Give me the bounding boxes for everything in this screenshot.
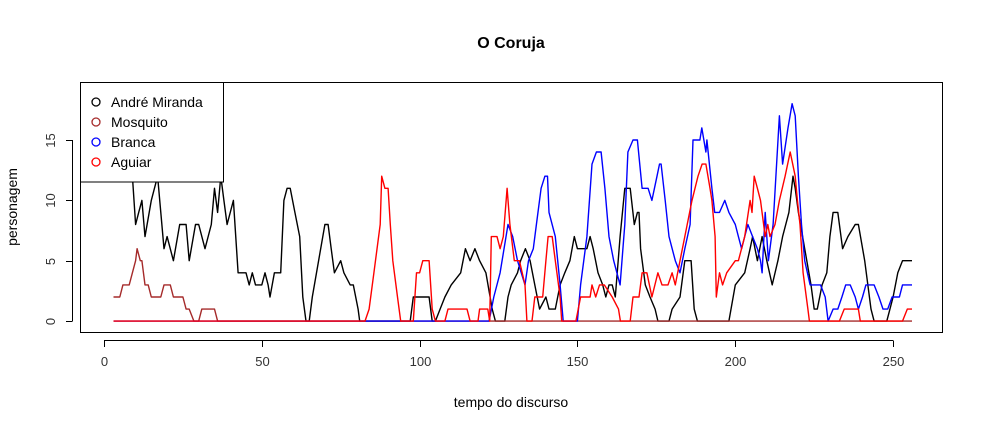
y-tick-label: 10 [43,193,58,207]
series-line-aguiar [113,151,912,322]
legend-marker-icon [91,157,101,167]
x-tick-label: 200 [725,354,747,369]
series-line-andr-miranda [112,139,912,322]
y-tick-label: 5 [43,258,58,265]
legend-label: Branca [111,134,156,150]
chart-title: O Coruja [477,35,545,52]
x-tick-label: 100 [410,354,432,369]
legend: André Miranda Mosquito Branca Aguiar [80,82,224,183]
x-tick-label: 50 [255,354,269,369]
plot-frame [80,82,943,333]
x-axis-label: tempo do discurso [454,394,569,410]
y-axis-label: personagem [4,168,20,246]
legend-marker-icon [91,117,101,127]
legend-label: Aguiar [111,154,152,170]
series-line-branca [113,102,912,322]
x-tick-label: 150 [567,354,589,369]
plot-lines [112,102,912,322]
legend-marker-icon [91,137,101,147]
y-tick-label: 0 [43,318,58,325]
x-tick-label: 0 [101,354,108,369]
x-axis: 0 50 100 150 200 250 [101,340,905,369]
y-axis: 0 5 10 15 [43,133,73,325]
legend-marker-icon [91,97,101,107]
legend-label: Mosquito [111,114,168,130]
legend-box [80,82,224,183]
y-tick-label: 15 [43,133,58,147]
legend-label: André Miranda [111,94,203,110]
x-tick-label: 250 [883,354,905,369]
series-line-mosquito [113,247,912,322]
